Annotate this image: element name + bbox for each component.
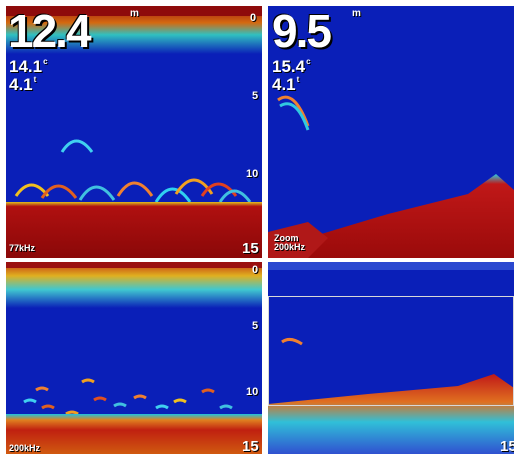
- sonar-pane-bottom-left: 0 5 10 15 200kHz: [6, 262, 262, 454]
- depth-scale-15-left: 15: [242, 240, 259, 257]
- depth-scale-15-bottom-right: 15: [500, 438, 514, 454]
- depth-unit-right: m: [352, 8, 361, 19]
- temperature-readout-right: 15.4c: [272, 57, 311, 76]
- depth-unit-left: m: [130, 8, 139, 19]
- temperature-unit-right: c: [306, 57, 311, 66]
- horizontal-divider: [6, 258, 514, 262]
- sonar-image-bottom-right: [268, 262, 514, 454]
- depth-scale-5-bottom-left: 5: [252, 320, 259, 332]
- speed-value-right: 4.1: [272, 75, 296, 94]
- sonar-pane-bottom-right: 15: [268, 262, 514, 454]
- depth-scale-10-bottom-left: 10: [246, 386, 259, 398]
- depth-scale-0-left: 0: [250, 12, 257, 24]
- frequency-label-bottom-left: 200kHz: [9, 443, 41, 453]
- depth-scale-10-left: 10: [246, 168, 259, 180]
- frequency-label-right: 200kHz: [274, 242, 306, 252]
- speed-readout-right: 4.1t: [272, 75, 300, 94]
- frequency-label-left: 77kHz: [9, 243, 36, 253]
- temperature-readout-left: 14.1c: [9, 57, 48, 76]
- depth-readout-right: 9.5: [272, 6, 332, 57]
- sonar-pane-top-right: 9.5 m 15.4c 4.1t Zoom 200kHz: [268, 6, 514, 258]
- speed-unit-left: t: [33, 75, 37, 84]
- temperature-unit-left: c: [43, 57, 48, 66]
- speed-unit-right: t: [296, 75, 300, 84]
- depth-scale-15-bottom-left: 15: [242, 438, 259, 454]
- depth-scale-5-left: 5: [252, 90, 259, 102]
- speed-readout-left: 4.1t: [9, 75, 37, 94]
- zoom-range-box[interactable]: [268, 296, 514, 406]
- sonar-image-top-left: [6, 6, 262, 258]
- sonar-image-top-right: [268, 95, 514, 258]
- speed-value-left: 4.1: [9, 75, 33, 94]
- temperature-value-right: 15.4: [272, 57, 306, 76]
- depth-scale-0-bottom-left: 0: [252, 264, 259, 276]
- vertical-divider: [262, 6, 268, 454]
- sonar-pane-top-left: 12.4 m 14.1c 4.1t 0 5 10 15 77kHz: [6, 6, 262, 258]
- zoom-label: Zoom: [274, 233, 299, 243]
- sonar-image-bottom-left: [6, 262, 262, 454]
- depth-readout-left: 12.4: [8, 6, 92, 57]
- temperature-value-left: 14.1: [9, 57, 43, 76]
